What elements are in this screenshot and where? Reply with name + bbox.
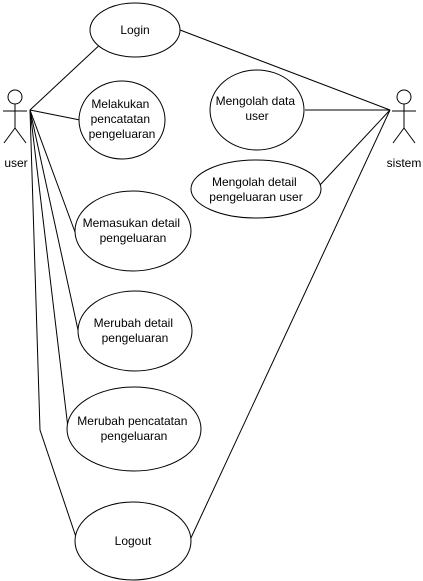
use-case-merubah-pencatatan-ellipse[interactable] — [66, 386, 202, 472]
use-case-mengolah-data-label: Mengolah data user — [216, 94, 299, 123]
use-case-mengolah-data-line-1: Mengolah data — [216, 94, 296, 108]
actor-sistem-leg-left — [392, 127, 405, 144]
use-case-merubah-detail[interactable]: Merubah detail pengeluaran — [77, 290, 193, 372]
actor-user-leg-left — [3, 127, 16, 144]
use-case-merubah-pencatatan-line-1: Merubah pencatatan — [77, 414, 187, 428]
use-case-mengolah-detail-line-2: pengeluaran user — [209, 190, 302, 204]
associations — [29, 29, 391, 541]
actor-sistem-head — [396, 89, 412, 105]
use-case-merubah-detail-ellipse[interactable] — [77, 290, 193, 372]
use-case-merubah-pencatatan-label: Merubah pencatatan pengeluaran — [77, 414, 190, 443]
association-sistem-mengolah-detail — [319, 109, 391, 186]
use-case-logout-ellipse[interactable] — [74, 501, 192, 581]
use-case-memasukan-line-2: pengeluaran — [100, 231, 167, 245]
use-case-mengolah-data-line-2: user — [245, 109, 268, 123]
association-sistem-login — [179, 29, 391, 111]
use-case-logout-label: Logout — [115, 534, 152, 548]
use-case-login[interactable]: Login — [89, 2, 181, 58]
actor-user-leg-right — [14, 127, 27, 144]
association-user-merubah-detail — [29, 109, 79, 331]
actor-user-label: user — [4, 156, 27, 170]
actor-sistem: sistem — [387, 89, 422, 170]
use-case-melakukan-line-1: Melakukan — [91, 97, 149, 111]
use-case-mengolah-detail-label: Mengolah detail pengeluaran user — [209, 175, 302, 204]
actor-sistem-leg-right — [403, 127, 416, 144]
association-user-melakukan — [29, 109, 81, 121]
use-case-merubah-pencatatan-line-2: pengeluaran — [101, 429, 168, 443]
use-case-merubah-detail-label: Merubah detail pengeluaran — [94, 316, 177, 345]
use-case-merubah-pencatatan[interactable]: Merubah pencatatan pengeluaran — [66, 386, 202, 472]
use-case-mengolah-detail-ellipse[interactable] — [190, 159, 322, 219]
use-case-merubah-detail-line-2: pengeluaran — [102, 331, 169, 345]
use-case-mengolah-data-ellipse[interactable] — [209, 69, 305, 151]
use-case-login-label: Login — [120, 23, 149, 37]
actor-sistem-label: sistem — [387, 156, 422, 170]
use-case-melakukan-line-2: pencatatan — [91, 112, 150, 126]
actor-user: user — [3, 89, 28, 170]
use-case-melakukan-ellipse[interactable] — [78, 80, 166, 160]
association-sistem-logout — [189, 109, 391, 541]
use-case-logout[interactable]: Logout — [74, 501, 192, 581]
use-case-mengolah-detail-line-1: Mengolah detail — [212, 175, 297, 189]
use-case-memasukan-line-1: Memasukan detail — [83, 216, 180, 230]
association-user-merubah-pencatatan — [29, 109, 69, 429]
use-case-memasukan-label: Memasukan detail pengeluaran — [83, 216, 184, 245]
actor-user-head — [7, 89, 23, 105]
use-case-mengolah-data[interactable]: Mengolah data user — [209, 69, 305, 151]
use-case-mengolah-detail[interactable]: Mengolah detail pengeluaran user — [190, 159, 322, 219]
use-case-memasukan-ellipse[interactable] — [74, 190, 192, 272]
use-case-memasukan[interactable]: Memasukan detail pengeluaran — [74, 190, 192, 272]
use-case-melakukan[interactable]: Melakukan pencatatan pengeluaran — [78, 80, 166, 160]
use-case-melakukan-line-3: pengeluaran — [89, 127, 156, 141]
use-case-melakukan-label: Melakukan pencatatan pengeluaran — [89, 97, 156, 141]
association-user-memasukan — [29, 109, 76, 233]
use-case-merubah-detail-line-1: Merubah detail — [94, 316, 173, 330]
use-case-login-ellipse[interactable] — [89, 2, 181, 58]
association-user-logout — [29, 109, 78, 541]
association-user-login — [29, 39, 106, 111]
